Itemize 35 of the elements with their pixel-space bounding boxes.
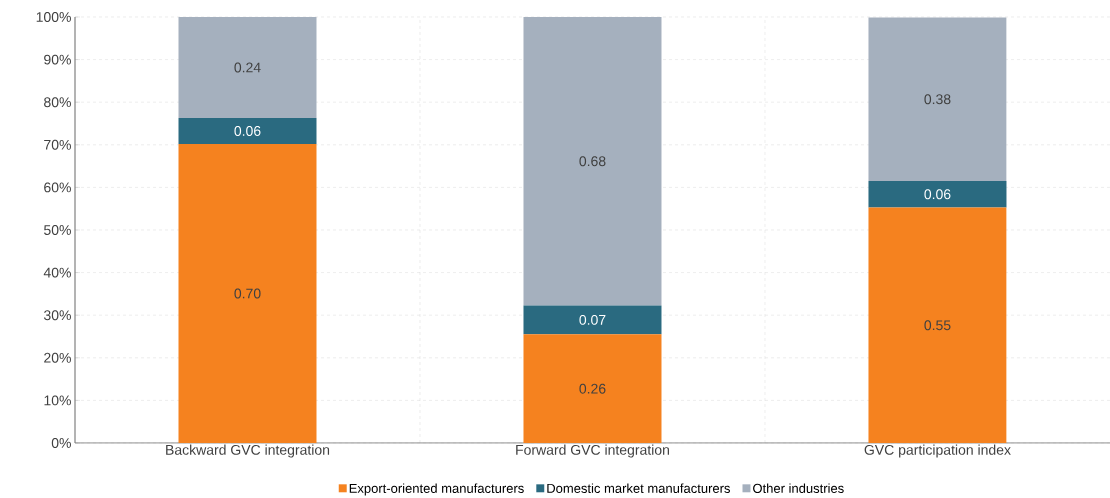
y-tick-label: 70% — [44, 139, 71, 150]
data-label: 0.70 — [234, 288, 261, 299]
data-label: 0.06 — [234, 125, 261, 136]
data-label: 0.26 — [579, 383, 606, 394]
y-tick-label: 0% — [51, 438, 71, 448]
y-tick-label: 100% — [36, 12, 71, 22]
bar — [523, 305, 662, 335]
y-tick-label: 90% — [44, 54, 71, 65]
data-label: 0.55 — [924, 320, 951, 331]
data-label: 0.07 — [579, 314, 606, 325]
legend-label: Domestic market manufacturers — [547, 483, 730, 493]
bar — [868, 181, 1007, 208]
y-tick-label: 50% — [44, 225, 71, 235]
bar — [178, 143, 317, 443]
y-tick-label: 10% — [44, 395, 71, 406]
bar — [523, 17, 662, 306]
y-tick-label: 30% — [43, 310, 71, 321]
y-tick-label: 40% — [43, 267, 71, 278]
x-tick-label: GVC participation index — [864, 444, 1011, 458]
y-tick-label: 60% — [44, 182, 71, 193]
x-tick-label: Backward GVC integration — [166, 444, 330, 458]
bar — [523, 334, 662, 443]
y-tick-label: 80% — [44, 97, 71, 108]
data-label: 0.38 — [924, 94, 951, 105]
legend-label: Export-oriented manufacturers — [349, 483, 524, 496]
data-label: 0.06 — [924, 189, 951, 200]
data-label: 0.68 — [579, 156, 606, 167]
bar — [178, 17, 317, 118]
bar — [178, 117, 317, 144]
bar — [868, 207, 1007, 443]
legend-label: Other industries — [753, 483, 844, 493]
x-tick-label: Forward GVC integration — [516, 444, 669, 458]
data-label: 0.24 — [234, 62, 261, 73]
bar — [868, 17, 1007, 182]
y-tick-label: 20% — [44, 352, 71, 363]
